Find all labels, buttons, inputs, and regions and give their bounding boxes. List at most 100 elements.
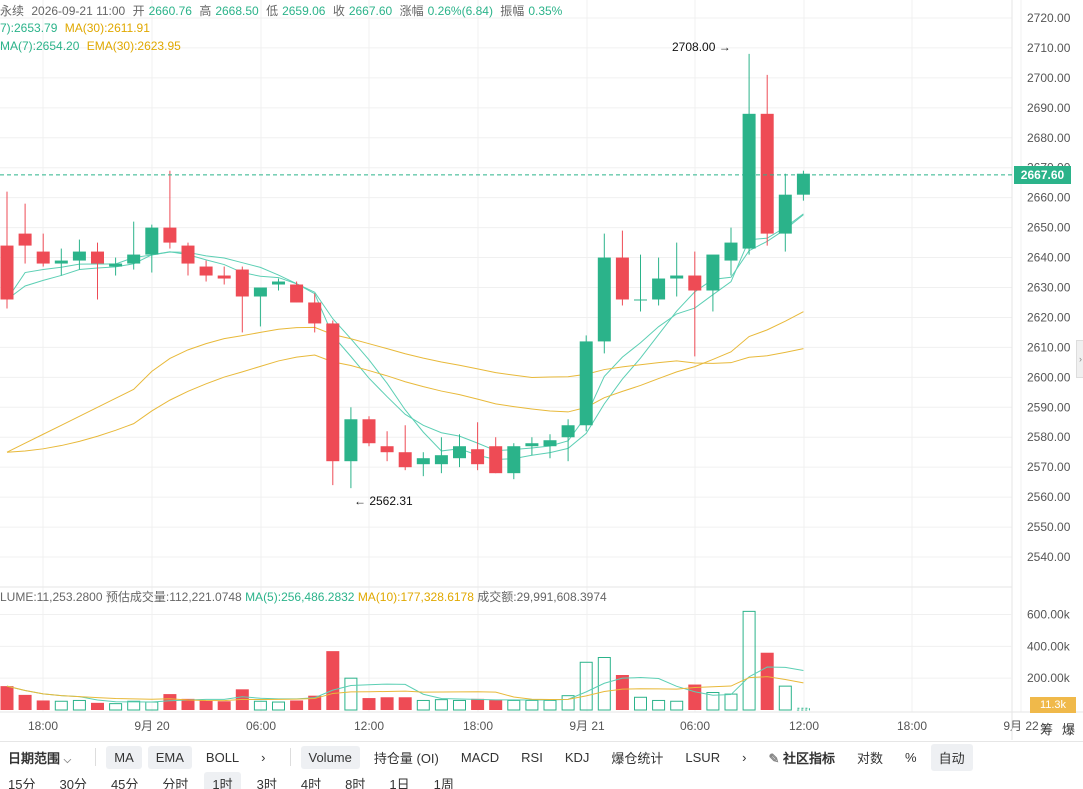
ma30-line <box>6 326 804 453</box>
rsi-toggle[interactable]: RSI <box>521 749 543 765</box>
indicator-toolbar: 日期范围 ⌵ MA EMA BOLL › Volume 持仓量 (OI) MAC… <box>0 741 1083 772</box>
time-tick-label: 9月 21 <box>569 719 605 733</box>
volume-bar <box>778 685 792 711</box>
volume-ma5-line <box>6 666 804 703</box>
ma-toggle[interactable]: MA <box>106 745 142 769</box>
time-tick-label: 06:00 <box>246 719 276 733</box>
volume-tick-label: 400.00k <box>1027 639 1071 653</box>
candle-body <box>127 254 141 264</box>
community-indicator-button[interactable]: ✎ 社区指标 <box>768 750 835 766</box>
candle-body <box>380 446 394 453</box>
interval-4[interactable]: 1时 <box>204 772 241 789</box>
interval-8[interactable]: 1日 <box>389 777 410 789</box>
volume-bar <box>290 700 304 710</box>
log-scale-toggle[interactable]: 对数 <box>856 750 883 766</box>
symbol-label: 永续 <box>0 4 25 18</box>
candle-body <box>706 254 720 291</box>
candle-body <box>91 251 104 264</box>
vol-ma5-value: MA(5):256,486.2832 <box>245 590 355 604</box>
candle-body <box>308 302 322 324</box>
candle-body <box>72 251 86 261</box>
candle-body <box>543 440 557 447</box>
volume-bar <box>634 696 647 711</box>
volume-value: LUME:11,253.2800 <box>0 590 103 604</box>
ma7-line <box>6 214 804 460</box>
volume-bar <box>561 695 575 711</box>
percent-toggle[interactable]: % <box>905 749 917 765</box>
candle-body <box>652 278 666 300</box>
candle-body <box>434 455 448 465</box>
main-more-button[interactable]: › <box>261 749 266 765</box>
volume-tick-label: 600.00k <box>1027 608 1071 622</box>
amplitude-value: 0.35% <box>528 4 563 18</box>
ema-info: MA(7):2654.20 EMA(30):2623.95 <box>0 38 185 54</box>
interval-9[interactable]: 1周 <box>433 777 454 789</box>
price-tick-label: 2580.00 <box>1027 430 1071 444</box>
candle-body <box>326 323 340 462</box>
volume-bar <box>272 701 285 711</box>
candle-body <box>18 233 32 246</box>
candle-body <box>109 263 123 267</box>
volume-bar <box>217 701 231 710</box>
price-tick-label: 2570.00 <box>1027 460 1071 474</box>
price-tick-label: 2680.00 <box>1027 131 1071 145</box>
ema-toggle[interactable]: EMA <box>147 745 192 769</box>
price-tick-label: 2540.00 <box>1027 550 1071 564</box>
volume-bar <box>706 692 720 711</box>
volume-bar <box>54 700 68 711</box>
auto-scale-toggle[interactable]: 自动 <box>930 743 973 771</box>
sub-more-button[interactable]: › <box>742 749 747 765</box>
liquidation-toggle[interactable]: 爆仓统计 <box>611 750 664 766</box>
candle-body <box>489 446 503 474</box>
open-value: 2660.76 <box>148 4 192 18</box>
interval-2[interactable]: 45分 <box>110 777 139 789</box>
volume-bar <box>670 700 684 711</box>
date-range-button[interactable]: 日期范围 ⌵ <box>8 750 72 766</box>
kdj-toggle[interactable]: KDJ <box>564 749 590 765</box>
volume-bar <box>597 657 611 711</box>
volume-bar <box>253 700 267 711</box>
interval-5[interactable]: 3时 <box>256 777 277 789</box>
close-value: 2667.60 <box>348 4 393 18</box>
interval-3[interactable]: 分时 <box>162 777 189 789</box>
volume-bar <box>0 686 14 710</box>
current-price-tag: 2667.60 <box>1014 165 1071 184</box>
candle-body <box>507 446 521 474</box>
candle-body <box>471 449 485 465</box>
interval-6[interactable]: 4时 <box>300 777 322 789</box>
candle-body <box>561 425 575 438</box>
volume-ma10-line <box>6 676 804 702</box>
candle-body <box>670 275 684 279</box>
interval-0[interactable]: 15分 <box>8 777 36 789</box>
axis-collapse-handle[interactable]: › <box>1076 340 1083 378</box>
interval-1[interactable]: 30分 <box>59 777 87 789</box>
candle-body <box>362 419 376 444</box>
lsur-toggle[interactable]: LSUR <box>685 749 721 765</box>
candle-body <box>290 284 304 303</box>
volume-bar <box>507 699 521 711</box>
axis-corner-liq[interactable]: 爆 <box>1062 722 1076 737</box>
price-tick-label: 2650.00 <box>1027 221 1071 235</box>
current-volume-tag: 11.3k <box>1030 697 1076 713</box>
candle-body <box>688 275 702 291</box>
candle-body <box>579 341 593 426</box>
ma-info: 7):2653.79 MA(30):2611.91 <box>0 20 154 36</box>
volume-toggle[interactable]: Volume <box>300 745 360 769</box>
price-tick-label: 2560.00 <box>1027 490 1071 504</box>
axis-corner-chip[interactable]: 筹 <box>1040 722 1054 737</box>
candle-body <box>416 458 430 465</box>
candle-body <box>597 257 611 342</box>
macd-toggle[interactable]: MACD <box>460 749 500 765</box>
candle-body <box>272 281 285 285</box>
boll-toggle[interactable]: BOLL <box>205 749 240 765</box>
volume-bar <box>72 699 86 711</box>
interval-7[interactable]: 8时 <box>345 777 366 789</box>
oi-toggle[interactable]: 持仓量 (OI) <box>373 750 439 766</box>
volume-bar <box>760 652 774 710</box>
volume-bar <box>543 699 557 711</box>
volume-bar <box>163 694 177 710</box>
interval-bar: 15分 30分 45分 分时 1时 3时 4时 8时 1日 1周 <box>0 772 1083 789</box>
